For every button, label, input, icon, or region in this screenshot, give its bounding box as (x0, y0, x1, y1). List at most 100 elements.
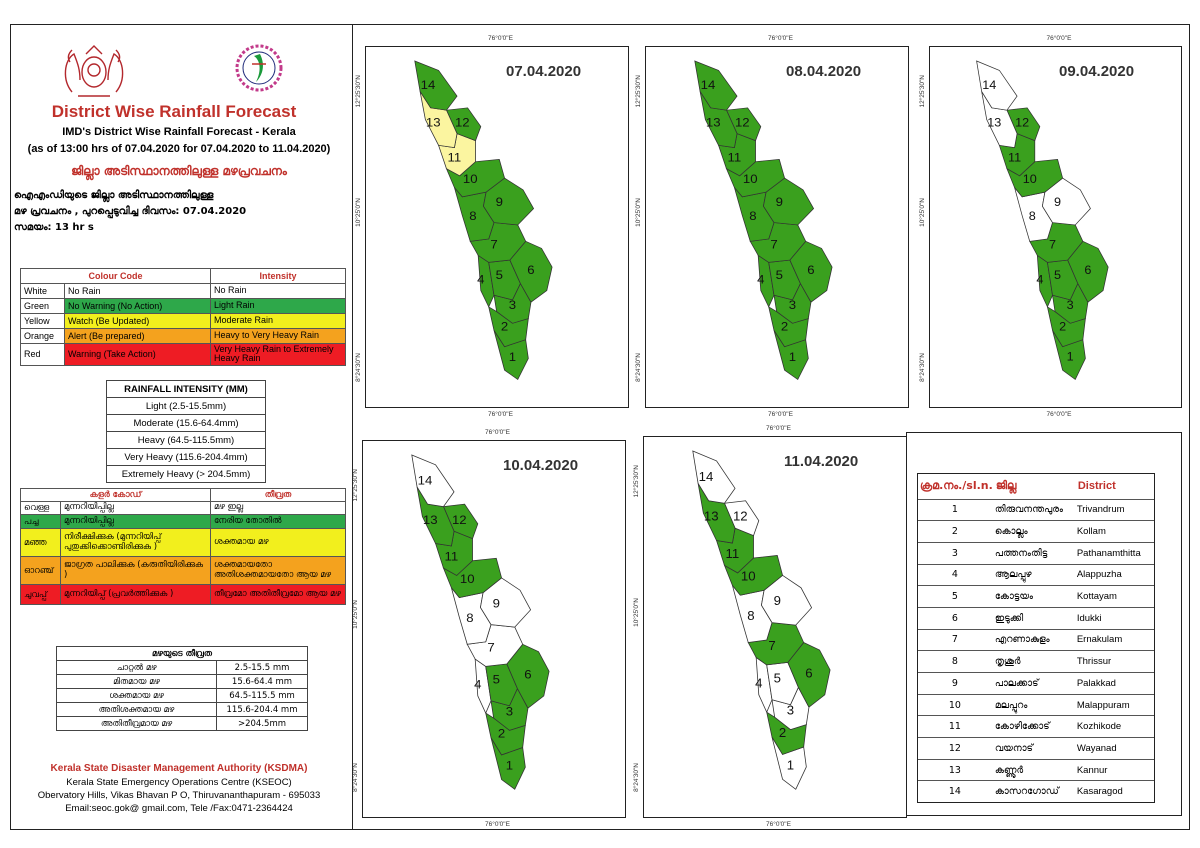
rainfall-intensity-table: RAINFALL INTENSITY (MM) Light (2.5-15.5m… (106, 380, 266, 483)
district-row: 3 പത്തനംതിട്ട Pathanamthitta (917, 542, 1155, 565)
district-table-border (917, 473, 1155, 803)
lon-label-bottom: 76°0'0"E (1046, 411, 1072, 418)
mal-colour-name: മഞ്ഞ (20, 528, 61, 557)
district-row: 8 തൃശൂർ Thrissur (917, 650, 1155, 673)
malayalam-line2: മഴ പ്രവചനം , പുറപ്പെടുവിച്ച ദിവസം: 07.04… (14, 206, 247, 217)
district-11-label: 11 (1008, 151, 1021, 164)
mal-intensity-value: ശക്തമായ മഴ (210, 528, 346, 557)
mal-intensity-label: മിതമായ മഴ (56, 674, 217, 689)
district-2-label: 2 (779, 725, 786, 740)
mal-warning-code: മുന്നറിയിപ്പില്ല (60, 501, 211, 515)
mal-intensity-title: മഴയുടെ തീവ്രത (56, 646, 308, 661)
district-14-region (414, 60, 458, 111)
district-7-label: 7 (768, 638, 775, 653)
district-number: 9 (917, 672, 993, 695)
mal-colour-name: വെള്ള (20, 501, 61, 515)
mal-intensity-label: ചാറ്റൽ മഴ (56, 660, 217, 675)
mal-intensity-range: 115.6-204.4 mm (216, 702, 308, 717)
district-14-region (694, 60, 738, 111)
colour-code-table: Colour Code Intensity White No Rain No R… (20, 268, 346, 366)
district-12-label: 12 (452, 512, 467, 526)
lon-label-top: 76°0'0"E (488, 35, 513, 42)
district-6-region (787, 642, 831, 708)
district-number: 7 (917, 629, 993, 652)
ksdma-logo-icon (235, 44, 283, 92)
district-11-label: 11 (728, 151, 742, 164)
district-9-label: 9 (493, 596, 500, 610)
district-6-region (509, 240, 553, 303)
district-name: Ernakulam (1074, 629, 1155, 652)
district-5-label: 5 (776, 268, 783, 281)
intensity-range: Very Heavy (115.6-204.4mm) (106, 448, 266, 466)
mal-intensity-range: 2.5-15.5 mm (216, 660, 308, 675)
mal-colour-code-header: കളർ കോഡ് (20, 488, 211, 502)
district-9-label: 9 (1054, 196, 1061, 209)
district-number: 1 (917, 499, 993, 522)
colour-code-row: Orange Alert (Be prepared) Heavy to Very… (20, 328, 346, 344)
lat-label-middle: 10°25'0"N (633, 598, 640, 627)
lon-label-top: 76°0'0"E (485, 429, 510, 436)
mal-intensity-label: അതിതീവ്രമായ മഴ (56, 716, 217, 731)
district-10-label: 10 (463, 172, 478, 185)
district-name: Kannur (1074, 759, 1155, 782)
address: Obervatory Hills, Vikas Bhavan P O, Thir… (37, 790, 321, 801)
district-mal-name: കൊല്ലം (992, 520, 1075, 543)
district-row: 11 കോഴിക്കോട് Kozhikode (917, 715, 1155, 739)
district-13-label: 13 (423, 512, 438, 526)
district-number: 3 (917, 542, 993, 565)
district-5-label: 5 (774, 671, 781, 686)
map-date: 07.04.2020 (506, 63, 582, 80)
district-number: 12 (917, 737, 993, 760)
colour-name: White (20, 283, 65, 299)
mal-intensity-range: 64.5-115.5 mm (216, 688, 308, 703)
district-11-label: 11 (445, 549, 459, 563)
district-number: 6 (917, 607, 993, 630)
district-row: 9 പാലക്കാട് Palakkad (917, 672, 1155, 695)
lon-label-top: 76°0'0"E (766, 425, 791, 432)
district-1-label: 1 (506, 758, 513, 772)
district-mal-name: പാലക്കാട് (992, 672, 1075, 695)
district-4-label: 4 (1036, 273, 1043, 286)
district-number: 11 (917, 715, 993, 739)
lat-label-middle: 10°25'0"N (919, 198, 926, 227)
district-mal-name: ആലപ്പുഴ (992, 564, 1075, 587)
colour-code-row: Green No Warning (No Action) Light Rain (20, 298, 346, 314)
district-13-label: 13 (704, 509, 719, 524)
mal-district-header: ജില്ല (992, 473, 1075, 500)
district-row: 1 തിരുവനന്തപുരം Trivandrum (917, 499, 1155, 522)
district-row: 10 മലപ്പുറം Malappuram (917, 694, 1155, 717)
district-number: 2 (917, 520, 993, 543)
district-12-label: 12 (733, 509, 748, 524)
district-12-label: 12 (455, 116, 470, 129)
district-number: 8 (917, 650, 993, 673)
district-9-label: 9 (774, 594, 781, 609)
mal-intensity-range: 15.6-64.4 mm (216, 674, 308, 689)
district-3-label: 3 (789, 299, 796, 312)
colour-code-row: Red Warning (Take Action) Very Heavy Rai… (20, 343, 346, 366)
forecast-map-1: 07.04.2020 1 2 3 4 5 6 7 8 9 10 11 12 13 14 76°0'0"E 76°… (355, 35, 629, 418)
lat-label-south: 8°24'30"N (919, 353, 926, 382)
district-11-label: 11 (726, 546, 740, 561)
district-number: 10 (917, 694, 993, 717)
district-row: 2 കൊല്ലം Kollam (917, 520, 1155, 543)
intensity-range: Light (2.5-15.5mm) (106, 397, 266, 415)
district-5-label: 5 (493, 672, 500, 686)
district-13-label: 13 (987, 116, 1001, 129)
kseoc-name: Kerala State Emergency Operations Centre… (66, 777, 292, 788)
district-row: 6 ഇടുക്കി Idukki (917, 607, 1155, 630)
mal-warning-code: മുന്നറിയിപ്പില്ല (60, 514, 211, 529)
kerala-emblem-icon (64, 45, 124, 97)
district-1-label: 1 (1067, 350, 1074, 363)
colour-code-row: Yellow Watch (Be Updated) Moderate Rain (20, 313, 346, 329)
sl-no-header: ക്രമ.നം./sl.n. (917, 473, 993, 500)
warning-code: Watch (Be Updated) (64, 313, 211, 329)
district-14-region (411, 454, 455, 508)
district-14-region (976, 60, 1018, 111)
district-4-label: 4 (474, 677, 481, 691)
district-row: 7 എറണാകുളം Ernakulam (917, 629, 1155, 652)
malayalam-line1: ഐഎംഡിയുടെ ജില്ലാ അടിസ്ഥാനത്തിലുള്ള (14, 190, 214, 201)
district-6-region (506, 643, 550, 709)
